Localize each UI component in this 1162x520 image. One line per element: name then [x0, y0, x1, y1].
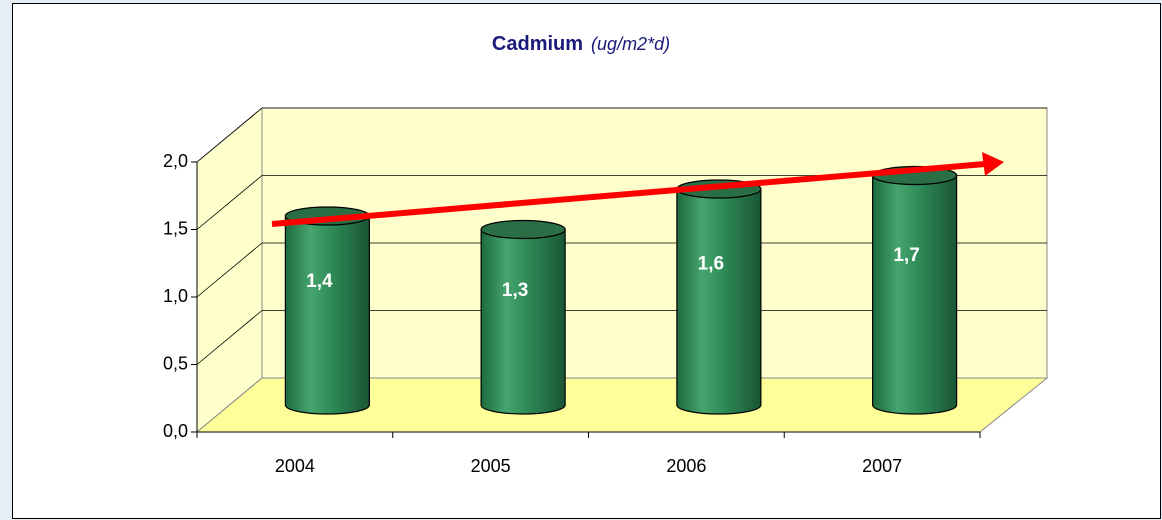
trend-arrow — [271, 161, 986, 227]
bar — [480, 228, 566, 415]
value-label: 1,6 — [698, 254, 724, 275]
subtitle: (ug/m2*d) — [591, 34, 670, 54]
y-tick-label: 1,0 — [163, 286, 188, 306]
bar — [872, 174, 958, 415]
value-label: 1,4 — [306, 271, 333, 292]
x-tick-label: 2005 — [471, 456, 511, 476]
value-label: 1,7 — [893, 245, 919, 266]
bar — [676, 188, 762, 415]
y-tick-label: 2,0 — [163, 151, 188, 171]
trend-arrowhead — [982, 152, 1004, 176]
chart-title: Cadmium (ug/m2*d) — [492, 33, 670, 55]
bar — [284, 215, 370, 415]
y-tick-label: 1,5 — [163, 218, 188, 238]
grid-line — [196, 107, 263, 163]
y-tick-label: 0,5 — [163, 353, 188, 373]
x-tick-label: 2004 — [275, 456, 315, 476]
grid-line — [196, 175, 263, 230]
y-tick-label: 0,0 — [163, 421, 188, 441]
value-label: 1,3 — [502, 280, 528, 301]
grid-line — [196, 242, 263, 298]
x-tick-label: 2006 — [666, 456, 706, 476]
grid-line — [196, 310, 263, 365]
bar-top — [480, 219, 566, 240]
x-tick-label: 2007 — [862, 456, 902, 476]
title: Cadmium — [492, 33, 583, 55]
